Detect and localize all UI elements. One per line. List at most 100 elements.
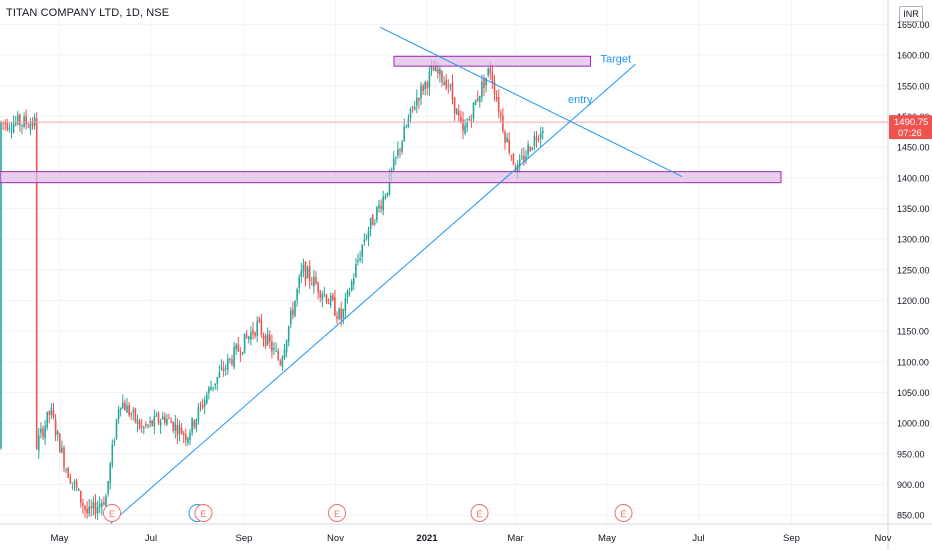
target-zone [393,55,591,67]
candle-body [174,423,177,431]
candle-body [283,349,286,359]
candle-body [449,85,452,87]
candle-body [227,358,229,370]
x-tick-label: Jul [145,533,157,544]
candle-body [420,85,422,99]
candle-body [206,395,208,403]
earnings-marker[interactable]: E [194,504,213,522]
candle-body [31,121,34,126]
candle-body [376,206,378,221]
candle-body [271,341,273,352]
candle-body [80,490,82,503]
candle-body [460,116,462,122]
candle-body [323,293,326,295]
candle-body [82,502,84,507]
x-tick-label: May [51,533,69,544]
candle-body [374,223,376,225]
candle-body [516,164,519,174]
candle-body [212,386,214,388]
candle-body [90,506,93,509]
candle-body [96,507,99,514]
candle-body [298,277,300,289]
candle-body [304,261,307,281]
candle-body [145,424,147,426]
candle-body [258,318,261,322]
earnings-marker[interactable]: E [328,504,346,522]
candle-body [487,68,489,76]
candle-body [235,345,237,349]
candle-body [481,81,483,98]
candle-body [115,419,118,439]
candle-body [243,333,246,354]
candle-body [178,425,181,434]
candle-body [92,501,95,509]
candle-body [273,348,275,350]
candle-body [296,289,298,300]
candle-body [197,407,200,421]
candle-body [189,433,191,441]
candle-body [491,72,494,84]
earnings-marker[interactable]: E [614,504,633,522]
candle-body [29,123,32,130]
candle-body [54,420,57,436]
x-tick-label: Sep [236,533,253,544]
candle-body [462,119,464,132]
candle-body [327,303,330,305]
candle-body [357,260,359,262]
candle-body [329,295,332,306]
candle-body [306,267,309,279]
candle-body [44,425,46,439]
candle-body [88,506,90,514]
candle-body [63,447,65,468]
event-label: E [200,509,206,519]
candle-body [40,428,42,433]
y-tick-label: 1100.00 [897,357,929,367]
candle-body [378,204,380,209]
candle-body [497,97,500,112]
candle-body [500,112,502,116]
earnings-marker[interactable]: E [103,504,121,522]
candle-body [474,100,477,105]
candle-body [285,340,288,353]
candle-body [67,467,69,478]
candle-body [38,435,40,451]
candle-body [147,424,149,426]
y-tick-label: 1050.00 [897,388,930,398]
candle-body [542,130,544,133]
candle-body [56,431,59,435]
candle-body [401,141,403,152]
y-tick-label: 1550.00 [897,81,930,91]
candle-body [103,502,105,505]
candle-body [443,82,445,86]
candle-body [315,276,317,284]
candle-body [8,128,11,130]
candle-body [113,440,116,443]
y-tick-label: 1300.00 [897,235,930,245]
candle-body [479,95,481,102]
candle-body [161,416,164,420]
candle-body [426,82,429,88]
candle-body [416,97,418,106]
earnings-marker[interactable]: E [470,504,489,522]
candle-body [409,108,412,118]
candle-body [23,116,25,127]
candle-body [182,433,185,435]
candle-body [260,320,263,335]
candle-body [430,66,433,70]
x-tick-label: May [598,533,616,544]
candle-body [138,420,141,429]
candle-body [418,98,420,101]
candle-body [290,310,292,324]
candle-body [493,81,496,95]
candle-body [279,360,282,365]
x-tick-label: Mar [507,533,523,544]
candle-body [218,371,221,378]
candle-body [369,217,372,230]
candle-body [153,415,156,427]
candle-body [119,407,122,411]
event-label: E [476,509,482,519]
candle-body [241,352,244,354]
currency-badge[interactable]: INR [899,6,923,22]
